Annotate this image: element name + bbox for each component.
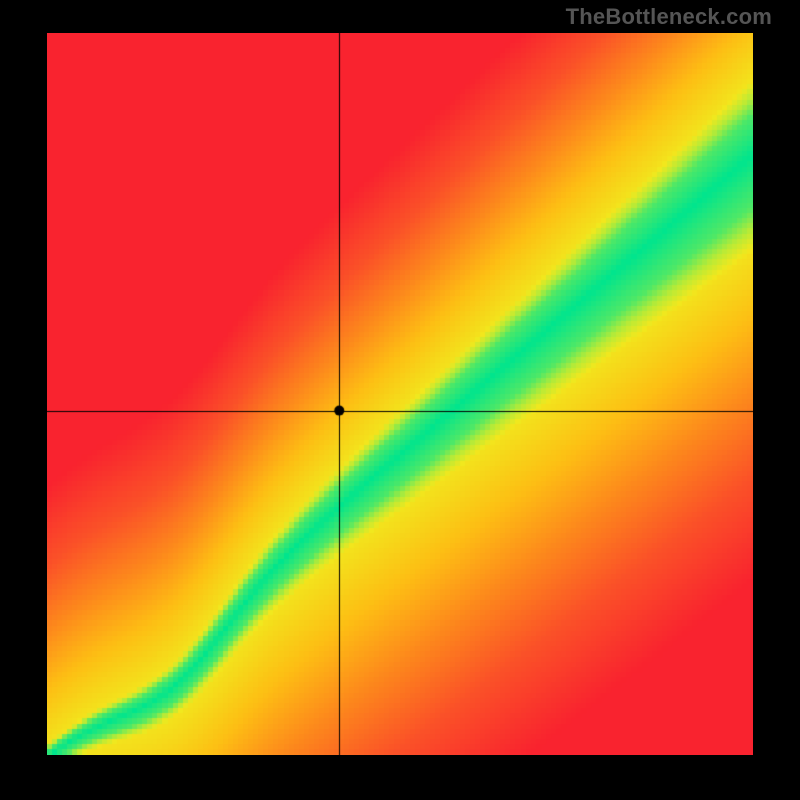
heatmap-canvas [47,33,753,755]
attribution-text: TheBottleneck.com [566,4,772,30]
figure-container: TheBottleneck.com [0,0,800,800]
